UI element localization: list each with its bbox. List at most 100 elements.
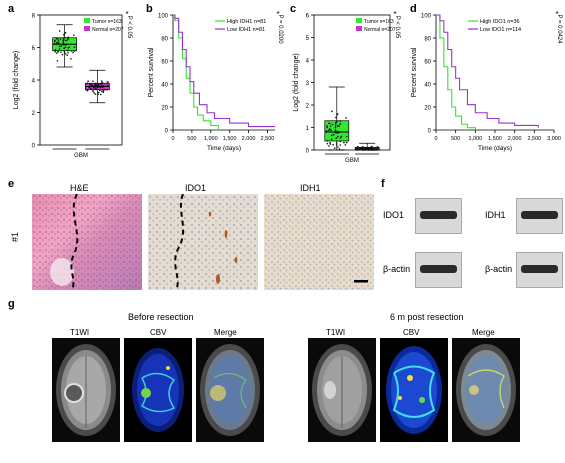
x-tick-label: 3,000 [547, 136, 561, 142]
legend-label: Normal n=207 [92, 27, 124, 33]
data-point [60, 45, 63, 47]
data-point [327, 129, 330, 132]
x-axis-label: Time (days) [478, 145, 512, 152]
data-point [64, 46, 67, 49]
mri-merge-after [452, 338, 520, 442]
y-tick-label: 80 [161, 37, 168, 43]
y-tick-label: 1 [306, 126, 310, 132]
legend-swatch [84, 26, 90, 31]
data-point [370, 149, 373, 151]
data-point [101, 86, 104, 89]
mri-t1wi-before [52, 338, 120, 442]
data-point [98, 85, 101, 88]
y-tick-label: 60 [424, 60, 431, 66]
chart-a-expression-boxplot: 0 2 4 6 8 Log2 (fold change) GBM Tumor n=163 Nor… [13, 10, 132, 159]
significance-star: * [555, 10, 558, 19]
legend-label: Normal n=207 [364, 27, 396, 33]
data-point [343, 141, 345, 144]
x-tick-label: 1,000 [204, 136, 218, 142]
data-point [86, 82, 89, 85]
scale-bar [354, 280, 368, 283]
data-point [60, 51, 62, 54]
y-tick-label: 40 [424, 83, 431, 89]
data-point [58, 45, 61, 48]
y-tick-label: 20 [161, 106, 168, 112]
data-point [336, 113, 339, 115]
data-point [93, 92, 95, 94]
data-point [328, 145, 330, 147]
data-point [99, 93, 102, 96]
data-point [357, 145, 359, 148]
data-point [329, 143, 332, 145]
mri-label-cbv-1: CBV [150, 328, 167, 337]
data-point [376, 147, 379, 150]
data-point [92, 90, 94, 92]
data-point [64, 44, 67, 46]
data-point [88, 86, 90, 89]
data-point [329, 125, 332, 127]
y-tick-label: 100 [421, 14, 432, 20]
data-point [104, 88, 106, 91]
data-point [339, 136, 342, 139]
data-point [65, 43, 68, 45]
legend-label: Tumor n=163 [364, 19, 394, 25]
data-point [97, 83, 99, 86]
data-point [70, 50, 73, 52]
data-point [330, 138, 333, 141]
data-point [339, 144, 342, 146]
chart-d-survival-ido1: 0 20 40 60 80 100 0 500 1,000 1,500 2,000 2,500 3,00… [411, 10, 562, 152]
data-point [87, 80, 89, 82]
blot-bactin-left [415, 252, 462, 288]
data-point [73, 46, 76, 48]
data-point [342, 149, 344, 151]
data-point [327, 122, 330, 125]
data-point [326, 126, 328, 129]
y-tick-label: 6 [306, 14, 310, 20]
idh1-stain-image [264, 194, 374, 290]
x-tick-label: 0 [434, 136, 437, 142]
panel-label-g: g [8, 298, 15, 310]
x-tick-label: 2,000 [508, 136, 522, 142]
data-point [57, 51, 59, 53]
data-point [331, 110, 333, 113]
data-point [326, 140, 329, 142]
data-point [337, 146, 339, 148]
data-point [332, 133, 335, 136]
x-tick-label: 500 [187, 136, 196, 142]
legend-label: High IDH1 n=81 [227, 19, 266, 25]
x-tick-label: 0 [171, 136, 174, 142]
data-point [337, 135, 339, 138]
data-point [326, 142, 329, 145]
p-value: P = 0.0424 [556, 14, 562, 44]
mri-merge-before [196, 338, 264, 442]
data-point [62, 42, 65, 45]
data-point [330, 129, 332, 132]
data-point [97, 91, 100, 94]
y-tick-label: 0 [32, 144, 36, 150]
data-point [358, 148, 360, 151]
data-point [344, 144, 347, 146]
data-point [359, 147, 362, 150]
data-point [372, 149, 375, 151]
data-point [70, 57, 72, 60]
data-point [54, 39, 56, 42]
data-point [106, 89, 108, 91]
y-tick-label: 5 [306, 36, 310, 42]
blot-idh1 [516, 198, 563, 234]
data-point [92, 80, 94, 83]
data-point [335, 116, 337, 119]
data-point [94, 87, 96, 89]
data-point [338, 148, 341, 150]
data-point [99, 83, 101, 85]
data-point [336, 125, 339, 127]
blot-label-idh1: IDH1 [485, 210, 506, 220]
data-point [93, 82, 96, 85]
blot-label-ido1: IDO1 [383, 210, 405, 220]
y-tick-label: 8 [32, 14, 36, 20]
mri-label-cbv-2: CBV [403, 328, 420, 337]
panel-label-f: f [381, 178, 385, 190]
data-point [96, 86, 99, 89]
legend-label: High IDO1 n=36 [480, 19, 520, 25]
data-point [68, 46, 71, 48]
data-point [361, 145, 364, 148]
